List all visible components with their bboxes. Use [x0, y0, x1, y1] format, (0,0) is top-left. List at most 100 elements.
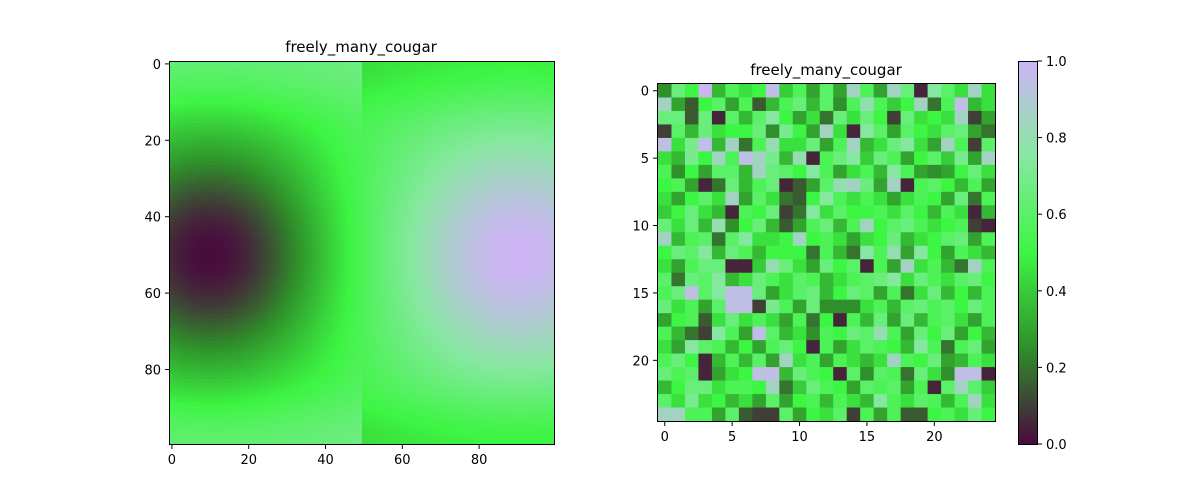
heatmap-cell	[419, 203, 425, 208]
heatmap-cell	[300, 96, 305, 101]
heatmap-cell	[269, 230, 275, 235]
heatmap-cell	[411, 157, 417, 162]
heatmap-cell	[212, 207, 217, 212]
heatmap-cell	[262, 81, 267, 86]
heatmap-cell	[385, 65, 390, 71]
heatmap-cell	[411, 84, 417, 90]
heatmap-cell	[434, 100, 440, 105]
heatmap-cell	[408, 126, 413, 132]
heatmap-cell	[481, 249, 486, 254]
heatmap-cell	[415, 65, 421, 71]
heatmap-cell	[346, 245, 352, 250]
heatmap-cell	[381, 226, 386, 231]
heatmap-cell	[193, 69, 198, 75]
heatmap-cell	[189, 157, 194, 162]
heatmap-cell	[173, 203, 179, 208]
heatmap-cell	[415, 172, 421, 178]
heatmap-cell	[346, 214, 352, 220]
heatmap-cell	[381, 115, 386, 120]
heatmap-cell	[534, 81, 540, 86]
heatmap-cell	[534, 214, 540, 220]
heatmap-cell	[185, 184, 190, 189]
heatmap-cell	[239, 146, 244, 151]
heatmap-cell	[362, 115, 367, 120]
heatmap-cell	[312, 214, 317, 220]
heatmap-cell	[434, 222, 440, 227]
heatmap-cell	[292, 168, 298, 174]
heatmap-cell	[262, 245, 267, 250]
heatmap-cell	[408, 146, 413, 151]
heatmap-cell	[500, 191, 505, 197]
heatmap-cell	[458, 237, 463, 243]
heatmap-cell	[185, 191, 190, 197]
heatmap-cell	[519, 195, 524, 201]
heatmap-cell	[327, 210, 332, 216]
heatmap-cell	[527, 207, 532, 212]
heatmap-cell	[354, 84, 359, 90]
heatmap-cell	[431, 84, 436, 90]
heatmap-cell	[223, 203, 229, 208]
heatmap-cell	[354, 222, 359, 227]
heatmap-cell	[434, 230, 440, 235]
heatmap-cell	[227, 161, 233, 166]
heatmap-cell	[338, 138, 344, 143]
heatmap-cell	[242, 84, 248, 90]
heatmap-cell	[488, 107, 494, 113]
heatmap-cell	[465, 222, 471, 227]
heatmap-cell	[173, 77, 179, 82]
heatmap-cell	[335, 214, 340, 220]
heatmap-cell	[461, 237, 467, 243]
heatmap-cell	[266, 130, 271, 136]
heatmap-cell	[381, 161, 386, 166]
heatmap-cell	[235, 241, 240, 246]
heatmap-cell	[335, 62, 340, 67]
heatmap-cell	[227, 146, 233, 151]
heatmap-cell	[208, 142, 213, 147]
heatmap-cell	[331, 237, 336, 243]
heatmap-cell	[273, 188, 279, 193]
heatmap-cell	[392, 218, 398, 224]
heatmap-cell	[262, 111, 267, 117]
heatmap-cell	[392, 226, 398, 231]
heatmap-cell	[338, 168, 344, 174]
heatmap-cell	[507, 222, 513, 227]
heatmap-cell	[377, 111, 382, 117]
heatmap-cell	[523, 62, 528, 67]
heatmap-cell	[354, 241, 359, 246]
heatmap-cell	[262, 230, 267, 235]
heatmap-cell	[331, 157, 336, 162]
heatmap-cell	[442, 172, 448, 178]
heatmap-cell	[300, 107, 305, 113]
heatmap-cell	[193, 96, 198, 101]
heatmap-cell	[219, 73, 225, 78]
heatmap-cell	[327, 207, 332, 212]
heatmap-cell	[515, 88, 521, 94]
heatmap-cell	[327, 172, 332, 178]
heatmap-cell	[185, 123, 190, 128]
heatmap-cell	[411, 73, 417, 78]
heatmap-cell	[381, 157, 386, 162]
heatmap-cell	[266, 207, 271, 212]
heatmap-cell	[258, 126, 263, 132]
heatmap-cell	[473, 214, 478, 220]
heatmap-cell	[181, 245, 186, 250]
heatmap-cell	[173, 149, 179, 155]
heatmap-cell	[385, 226, 390, 231]
heatmap-cell	[173, 115, 179, 120]
heatmap-cell	[365, 188, 371, 193]
heatmap-cell	[208, 184, 213, 189]
heatmap-cell	[323, 203, 329, 208]
heatmap-cell	[208, 107, 213, 113]
heatmap-cell	[285, 62, 290, 67]
heatmap-cell	[246, 191, 252, 197]
heatmap-cell	[504, 172, 509, 178]
heatmap-cell	[458, 77, 463, 82]
heatmap-cell	[269, 146, 275, 151]
heatmap-cell	[323, 62, 329, 67]
heatmap-cell	[292, 69, 298, 75]
heatmap-cell	[212, 104, 217, 109]
heatmap-cell	[511, 188, 517, 193]
heatmap-cell	[350, 65, 355, 71]
heatmap-cell	[246, 230, 252, 235]
heatmap-cell	[446, 237, 451, 243]
